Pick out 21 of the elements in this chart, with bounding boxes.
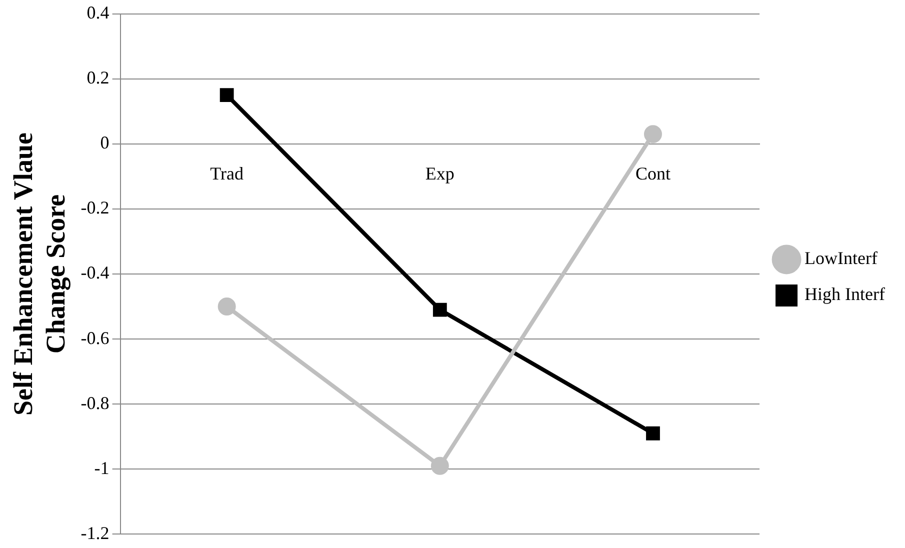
y-tick-label: -1 (94, 458, 110, 478)
y-tick-label: -0.4 (80, 262, 110, 283)
legend-label: High Interf (804, 284, 886, 304)
y-tick-label: -1.2 (80, 522, 110, 543)
legend-label: LowInterf (804, 248, 878, 268)
point (432, 302, 447, 317)
x-tick-label: Trad (210, 163, 244, 184)
point (646, 426, 660, 440)
x-tick-label: Exp (425, 163, 454, 184)
point (644, 125, 662, 144)
point (218, 298, 236, 316)
y-axis-title: Self Enhancement Vlaue Change Score (8, 132, 71, 416)
point (220, 88, 234, 102)
x-tick-label: Cont (635, 163, 670, 184)
y-tick-label: -0.8 (80, 392, 110, 413)
y-tick-label: 0 (100, 132, 110, 153)
y-tick-label: 0.2 (86, 68, 110, 88)
y-tick-label: -0.6 (80, 328, 110, 348)
y-tick-label: -0.2 (80, 198, 110, 218)
y-tick-label: 0.4 (86, 2, 110, 23)
point (430, 456, 449, 475)
